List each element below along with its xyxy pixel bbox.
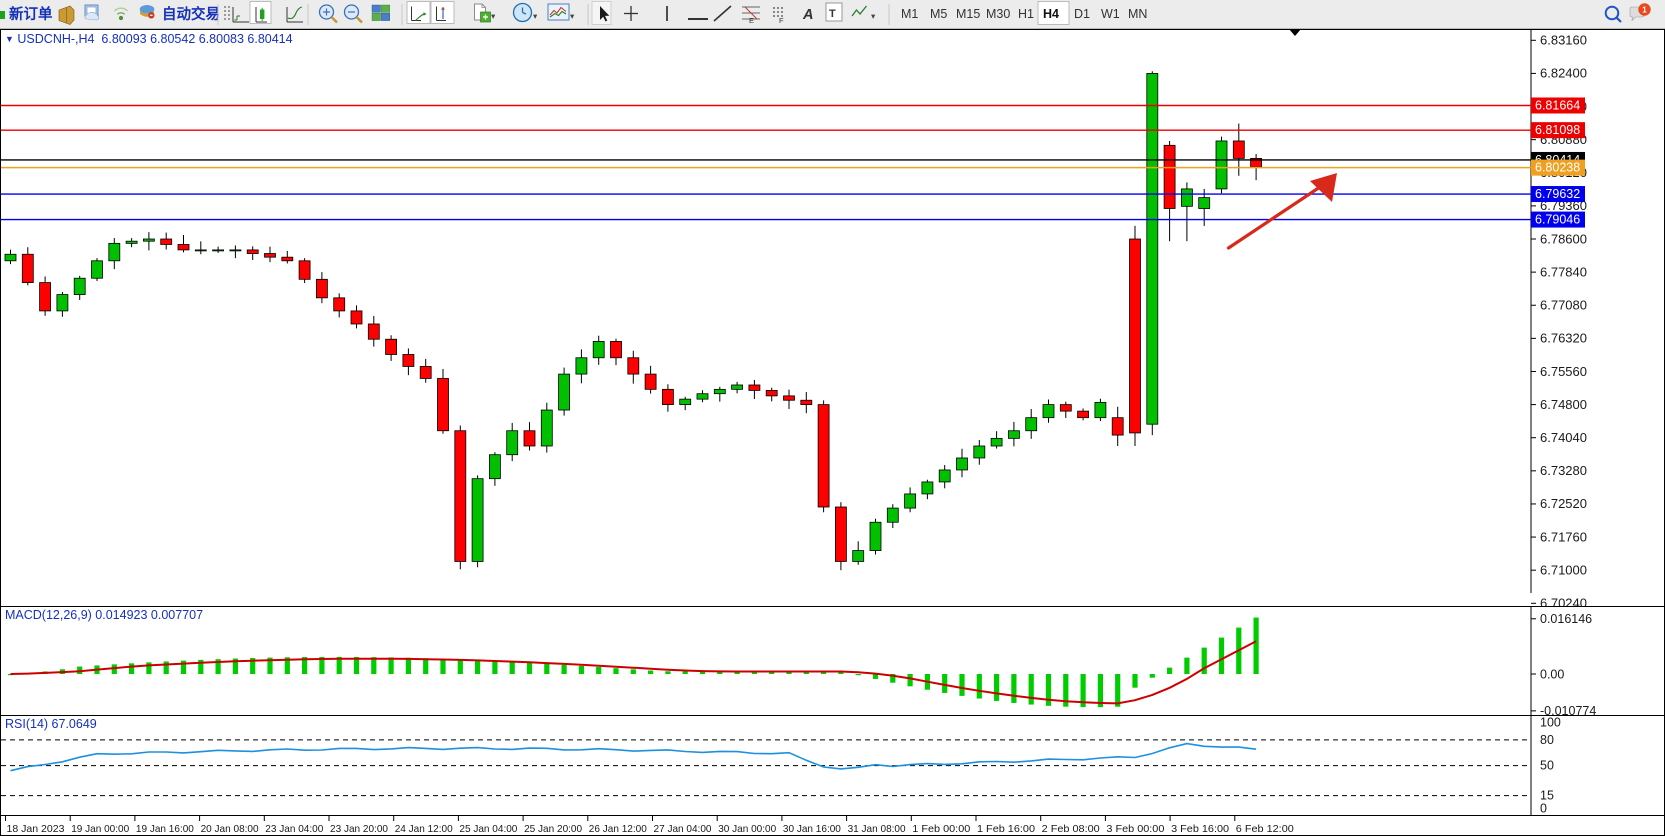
svg-text:6.73280: 6.73280: [1540, 463, 1587, 478]
svg-text:80: 80: [1540, 732, 1554, 746]
svg-text:50: 50: [1540, 758, 1554, 772]
svg-text:6.74040: 6.74040: [1540, 430, 1587, 445]
svg-text:F: F: [779, 16, 784, 25]
svg-text:23 Jan 20:00: 23 Jan 20:00: [330, 824, 388, 835]
svg-text:2 Feb 08:00: 2 Feb 08:00: [1042, 824, 1100, 835]
svg-text:3 Feb 16:00: 3 Feb 16:00: [1171, 824, 1229, 835]
svg-text:RSI(14) 67.0649: RSI(14) 67.0649: [5, 717, 97, 731]
svg-text:6.81098: 6.81098: [1535, 123, 1580, 137]
svg-text:6.70240: 6.70240: [1540, 596, 1587, 606]
svg-text:▾: ▾: [570, 11, 575, 21]
svg-text:T: T: [829, 8, 836, 20]
svg-text:MN: MN: [1128, 7, 1147, 21]
svg-text:1 Feb 16:00: 1 Feb 16:00: [977, 824, 1035, 835]
svg-text:▾: ▾: [491, 11, 496, 21]
svg-text:25 Jan 04:00: 25 Jan 04:00: [459, 824, 517, 835]
svg-text:6.76320: 6.76320: [1540, 331, 1587, 346]
svg-text:新订单: 新订单: [9, 5, 53, 23]
svg-text:▾: ▾: [533, 11, 538, 21]
svg-text:18 Jan 2023: 18 Jan 2023: [7, 824, 65, 835]
svg-text:A: A: [802, 7, 813, 23]
svg-text:1 Feb 00:00: 1 Feb 00:00: [912, 824, 970, 835]
svg-text:M1: M1: [901, 7, 918, 21]
svg-text:D1: D1: [1074, 7, 1090, 21]
svg-text:自动交易: 自动交易: [162, 5, 220, 23]
svg-text:31 Jan 08:00: 31 Jan 08:00: [848, 824, 906, 835]
svg-text:19 Jan 00:00: 19 Jan 00:00: [71, 824, 129, 835]
svg-text:W1: W1: [1101, 7, 1120, 21]
svg-text:0.016146: 0.016146: [1540, 612, 1592, 626]
svg-text:26 Jan 12:00: 26 Jan 12:00: [589, 824, 647, 835]
svg-text:M5: M5: [930, 7, 947, 21]
svg-text:6 Feb 12:00: 6 Feb 12:00: [1236, 824, 1294, 835]
svg-text:M15: M15: [956, 7, 980, 21]
svg-text:6.71000: 6.71000: [1540, 562, 1587, 577]
svg-text:6.79632: 6.79632: [1535, 187, 1580, 201]
svg-text:6.80238: 6.80238: [1535, 161, 1580, 175]
svg-text:24 Jan 12:00: 24 Jan 12:00: [395, 824, 453, 835]
svg-text:30 Jan 00:00: 30 Jan 00:00: [718, 824, 776, 835]
svg-text:0: 0: [1540, 801, 1547, 815]
svg-text:1: 1: [1642, 6, 1647, 15]
svg-text:M30: M30: [986, 7, 1010, 21]
svg-text:6.79046: 6.79046: [1535, 213, 1580, 227]
svg-text:100: 100: [1540, 716, 1561, 730]
svg-text:6.78600: 6.78600: [1540, 231, 1587, 246]
svg-text:H4: H4: [1043, 7, 1059, 21]
svg-text:23 Jan 04:00: 23 Jan 04:00: [265, 824, 323, 835]
svg-text:H1: H1: [1018, 7, 1034, 21]
svg-text:▾: ▾: [871, 11, 876, 21]
svg-text:E: E: [749, 16, 754, 25]
svg-text:6.83160: 6.83160: [1540, 33, 1587, 48]
svg-text:6.71760: 6.71760: [1540, 529, 1587, 544]
svg-text:6.77840: 6.77840: [1540, 264, 1587, 279]
svg-text:0.00: 0.00: [1540, 667, 1564, 681]
svg-text:25 Jan 20:00: 25 Jan 20:00: [524, 824, 582, 835]
svg-text:6.75560: 6.75560: [1540, 364, 1587, 379]
svg-text:30 Jan 16:00: 30 Jan 16:00: [783, 824, 841, 835]
svg-text:3 Feb 00:00: 3 Feb 00:00: [1106, 824, 1164, 835]
svg-text:MACD(12,26,9) 0.014923 0.00770: MACD(12,26,9) 0.014923 0.007707: [5, 608, 203, 622]
svg-text:6.74800: 6.74800: [1540, 397, 1587, 412]
svg-text:6.77080: 6.77080: [1540, 298, 1587, 313]
svg-text:19 Jan 16:00: 19 Jan 16:00: [136, 824, 194, 835]
svg-text:6.82400: 6.82400: [1540, 66, 1587, 81]
svg-text:6.72520: 6.72520: [1540, 496, 1587, 511]
svg-text:27 Jan 04:00: 27 Jan 04:00: [654, 824, 712, 835]
svg-text:20 Jan 08:00: 20 Jan 08:00: [201, 824, 259, 835]
svg-text:6.81664: 6.81664: [1535, 98, 1580, 112]
